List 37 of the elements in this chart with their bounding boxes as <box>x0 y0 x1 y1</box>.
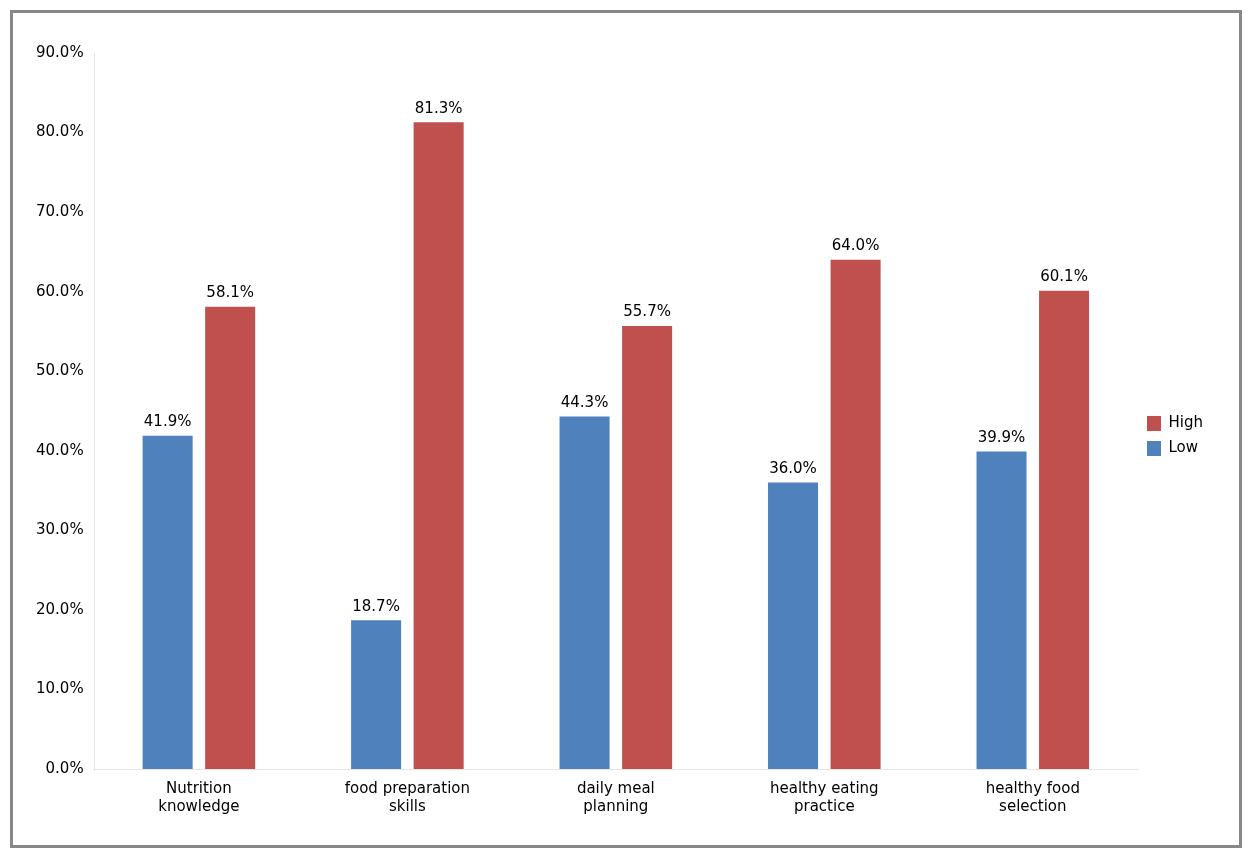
data-label: 41.9% <box>143 412 192 431</box>
bar <box>622 325 673 769</box>
legend-label: High <box>1168 413 1204 432</box>
x-tick-label: daily meal planning <box>576 778 655 815</box>
bar <box>768 482 819 769</box>
y-tick-label: 40.0% <box>36 440 84 459</box>
y-tick-label: 30.0% <box>36 520 84 539</box>
bar <box>413 122 464 769</box>
x-tick-label: Nutrition knowledge <box>158 778 240 815</box>
bar <box>1039 290 1090 769</box>
bar <box>205 306 256 769</box>
data-label: 58.1% <box>206 283 254 302</box>
data-label: 44.3% <box>560 392 609 411</box>
x-tick-label: healthy eating practice <box>769 778 879 815</box>
y-tick-label: 50.0% <box>36 361 84 380</box>
bar <box>351 620 402 769</box>
x-tick-label: healthy food selection <box>985 778 1080 815</box>
bar <box>830 259 881 769</box>
y-tick-label: 90.0% <box>36 42 84 61</box>
y-tick-label: 70.0% <box>36 202 84 220</box>
data-label: 64.0% <box>831 236 880 255</box>
y-tick-label: 0.0% <box>45 758 84 777</box>
y-tick-label: 10.0% <box>36 679 84 698</box>
bar <box>976 451 1027 769</box>
bar <box>559 416 610 769</box>
data-label: 39.9% <box>977 427 1026 446</box>
y-tick-label: 80.0% <box>36 122 84 141</box>
data-label: 81.3% <box>414 98 463 117</box>
data-label: 18.7% <box>352 596 400 615</box>
y-tick-label: 60.0% <box>36 281 84 300</box>
legend-label: Low <box>1168 438 1199 457</box>
y-tick-label: 20.0% <box>36 599 84 618</box>
bar <box>142 435 193 769</box>
data-label: 60.1% <box>1040 267 1088 286</box>
data-label: 55.7% <box>623 302 671 321</box>
data-label: 36.0% <box>769 458 817 477</box>
x-tick-label: food preparation skills <box>344 778 471 815</box>
